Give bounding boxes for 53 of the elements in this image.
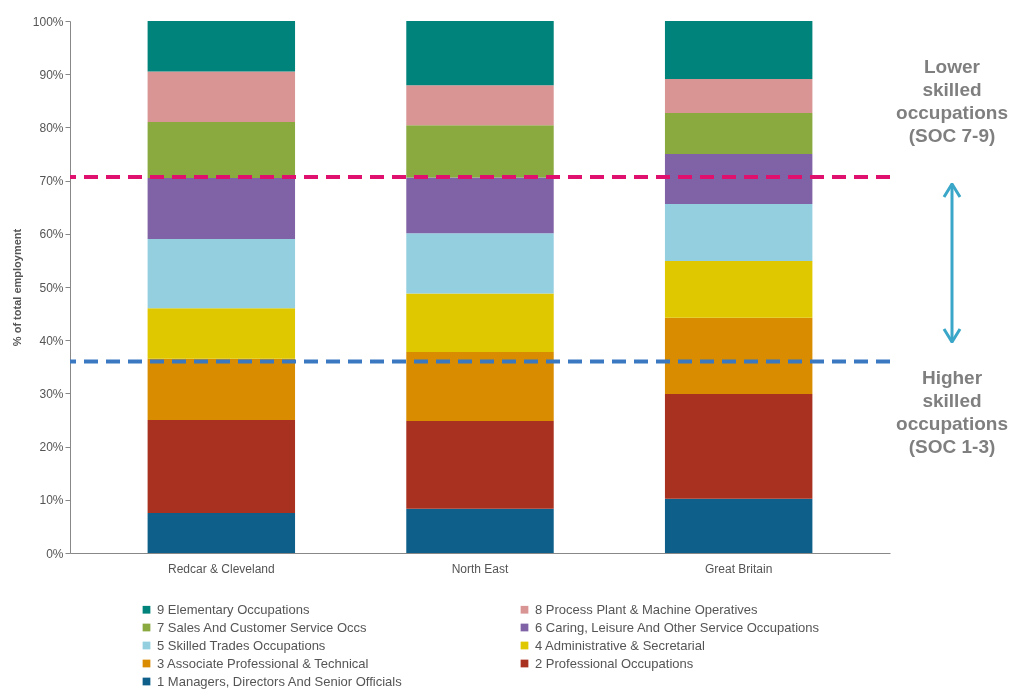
y-tick-label: 10%: [39, 493, 64, 508]
bar: [664, 21, 813, 79]
bar: [147, 358, 296, 420]
y-tick-label: 100%: [32, 14, 64, 29]
bar: [406, 351, 554, 422]
legend-label: 6 Caring, Leisure And Other Service Occupations: [535, 619, 820, 635]
bar: [147, 308, 296, 359]
legend-label: 9 Elementary Occupations: [157, 601, 310, 617]
bar: [147, 513, 296, 553]
legend-label: 1 Managers, Directors And Senior Officials: [157, 673, 403, 689]
y-tick-label: 70%: [39, 174, 64, 189]
x-tick-label: North East: [451, 561, 509, 576]
y-tick-label: 60%: [39, 227, 64, 242]
bar: [147, 239, 296, 309]
bar: [147, 71, 296, 123]
bar: [664, 260, 813, 318]
text: Higher skilled occupations (SOC 1-3): [895, 366, 1009, 458]
bar: [664, 393, 813, 499]
y-tick-label: 20%: [39, 440, 64, 455]
bar: [664, 113, 813, 154]
legend-label: 4 Administrative & Secretarial: [535, 637, 705, 653]
bar: [406, 85, 554, 126]
bar: [664, 317, 813, 394]
bar: [147, 177, 296, 240]
bar: [147, 122, 296, 178]
bar: [406, 421, 554, 509]
bar: [406, 233, 554, 294]
bar: [406, 508, 554, 553]
y-tick-label: 0%: [46, 546, 64, 561]
y-tick-label: 40%: [39, 333, 64, 348]
y-tick-label: 90%: [39, 67, 64, 82]
legend-label: 8 Process Plant & Machine Operatives: [535, 601, 759, 617]
bar: [406, 125, 554, 178]
y-tick-label: 80%: [39, 120, 64, 135]
text: Lower skilled occupations (SOC 7-9): [895, 55, 1009, 147]
bar: [147, 420, 296, 514]
x-tick-label: Redcar & Cleveland: [167, 561, 275, 576]
x-tick-label: Great Britain: [705, 561, 773, 576]
legend-label: 7 Sales And Customer Service Occs: [157, 619, 368, 635]
bar: [406, 21, 554, 86]
legend-label: 2 Professional Occupations: [535, 655, 694, 671]
bar: [664, 78, 813, 114]
bar: [664, 154, 813, 205]
bar: [406, 293, 554, 352]
bar: [147, 21, 296, 72]
bar: [664, 498, 813, 553]
bar: [664, 204, 813, 261]
bar: [406, 177, 554, 234]
y-tick-label: 30%: [39, 386, 64, 401]
y-axis-title: % of total employment: [10, 228, 23, 347]
legend-label: 5 Skilled Trades Occupations: [157, 637, 326, 653]
y-tick-label: 50%: [39, 280, 64, 295]
legend-label: 3 Associate Professional & Technical: [157, 655, 369, 671]
